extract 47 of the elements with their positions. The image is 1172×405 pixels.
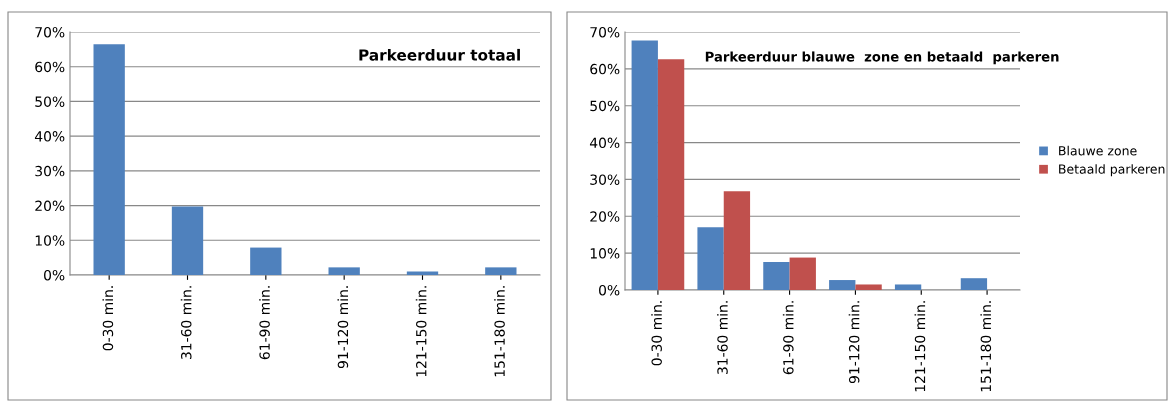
bar <box>485 267 517 275</box>
x-tick-label: 0-30 min. <box>651 301 662 366</box>
y-tick-label: 60% <box>590 63 620 75</box>
bar <box>250 247 282 275</box>
y-tick-label: 20% <box>590 211 620 222</box>
y-tick-label: 70% <box>35 26 65 38</box>
y-tick-label: 60% <box>35 61 65 73</box>
bar <box>171 206 204 275</box>
y-tick-label: 50% <box>35 96 65 107</box>
x-tick-label: 121-150 min. <box>415 286 427 377</box>
bar <box>657 59 685 290</box>
bar <box>829 280 856 290</box>
x-tick-label: 151-180 min. <box>980 301 992 392</box>
legend-label: Blauwe zone <box>1059 145 1137 156</box>
y-tick-label: 10% <box>35 235 65 246</box>
x-tick-label: 61-90 min. <box>782 301 794 375</box>
bar <box>631 40 658 290</box>
bar <box>960 278 988 290</box>
y-tick-label: 10% <box>590 248 620 259</box>
y-tick-label: 0% <box>599 284 620 296</box>
bar <box>93 44 125 275</box>
x-tick-label: 91-120 min. <box>337 286 349 369</box>
y-tick-label: 70% <box>590 26 620 38</box>
text: Parkeerduur totaal <box>359 48 520 61</box>
bar <box>697 227 724 290</box>
x-tick-label: 31-60 min. <box>180 286 192 360</box>
x-tick-label: 31-60 min. <box>717 301 728 375</box>
y-tick-label: 30% <box>590 174 620 185</box>
x-tick-label: 91-120 min. <box>848 301 860 384</box>
y-tick-label: 30% <box>35 165 65 177</box>
x-tick-label: 121-150 min. <box>914 301 926 392</box>
bar <box>894 284 922 290</box>
text: Parkeerduur blauwe zone en betaald parkeren <box>705 51 1059 65</box>
bar <box>328 267 360 275</box>
y-tick-label: 50% <box>590 100 620 112</box>
bar <box>723 191 751 290</box>
x-tick-label: 151-180 min. <box>494 286 505 377</box>
bar <box>855 284 882 290</box>
x-tick-label: 0-30 min. <box>102 286 114 351</box>
y-tick-label: 0% <box>44 269 65 281</box>
y-tick-label: 40% <box>589 137 620 149</box>
y-tick-label: 40% <box>34 131 65 142</box>
bar <box>789 257 816 290</box>
bar <box>763 261 790 290</box>
y-tick-label: 20% <box>35 200 65 212</box>
legend-label: Betaald parkeren <box>1059 164 1165 177</box>
x-tick-label: 61-90 min. <box>259 286 270 360</box>
